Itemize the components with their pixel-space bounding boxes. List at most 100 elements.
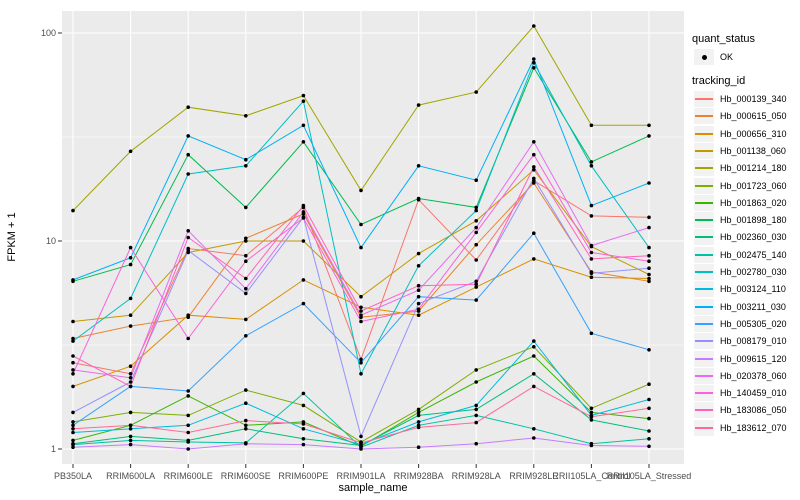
- x-tick-label: RRII105LA_Control: [552, 471, 631, 481]
- data-point: [128, 427, 133, 431]
- data-point: [532, 60, 536, 65]
- data-point: [416, 413, 421, 418]
- data-point: [416, 420, 421, 424]
- data-point: [416, 196, 421, 201]
- legend-entry-label: Hb_000615_050: [720, 111, 787, 122]
- x-tick-label: RRIM600LA: [106, 471, 156, 481]
- data-point: [589, 203, 594, 208]
- data-point: [301, 442, 306, 447]
- data-point: [474, 230, 479, 235]
- legend-entry: Hb_009615_120: [692, 350, 800, 367]
- data-point: [474, 298, 479, 302]
- legend-key-swatch: [694, 367, 714, 384]
- data-point: [474, 368, 479, 372]
- legend-key-swatch: [694, 419, 714, 436]
- legend-line-icon: [695, 271, 713, 273]
- data-point: [416, 307, 421, 312]
- data-point: [244, 286, 248, 291]
- legend-line-icon: [695, 409, 713, 412]
- data-point: [186, 105, 190, 109]
- legend-entry: Hb_003211_030: [692, 298, 800, 315]
- legend-line-icon: [695, 236, 713, 239]
- data-point: [647, 279, 651, 284]
- legend-key-swatch: [694, 177, 714, 194]
- x-tick-label: RRIM901LA: [336, 471, 386, 481]
- data-point: [416, 407, 421, 412]
- legend-line-icon: [695, 253, 713, 256]
- data-point: [474, 225, 479, 230]
- data-point: [532, 181, 536, 185]
- data-point: [71, 354, 75, 358]
- data-point: [244, 427, 248, 431]
- y-tick-label: 10: [45, 236, 56, 246]
- legend-key-swatch: [694, 212, 714, 229]
- data-point: [186, 235, 190, 240]
- legend-entry-label: Hb_140459_010: [720, 388, 787, 399]
- legend-entry: Hb_001898_180: [692, 212, 800, 229]
- data-point: [589, 257, 594, 261]
- legend-entry-ok: OK: [692, 49, 800, 65]
- data-point: [474, 282, 479, 287]
- x-tick-label: PB350LA: [53, 471, 93, 481]
- data-point: [71, 423, 75, 428]
- legend-entry: Hb_002780_030: [692, 264, 800, 280]
- data-point: [359, 360, 363, 365]
- data-point: [647, 406, 651, 411]
- legend-entry-label: Hb_008179_010: [720, 336, 787, 347]
- legend-key-swatch: [694, 125, 714, 142]
- legend-key-swatch: [694, 385, 714, 402]
- legend-entry-label: Hb_001898_180: [720, 215, 787, 226]
- legend-entry: Hb_008179_010: [692, 333, 800, 350]
- legend-entry: Hb_003124_110: [692, 281, 800, 298]
- data-point: [128, 245, 133, 250]
- data-point: [474, 285, 479, 289]
- legend-key-swatch: [694, 298, 714, 315]
- data-point: [474, 208, 479, 213]
- data-point: [474, 90, 479, 94]
- data-point: [416, 288, 421, 293]
- data-point: [186, 447, 190, 451]
- x-axis-title: sample_name: [338, 482, 408, 494]
- x-tick-label: RRIM928LE: [509, 471, 559, 481]
- legend-entry: Hb_001214_180: [692, 160, 800, 177]
- data-point: [532, 140, 536, 144]
- data-point: [532, 24, 536, 28]
- data-point: [416, 164, 421, 168]
- legend-entry-label: Hb_002475_140: [720, 249, 787, 260]
- legend-entry-label: Hb_001863_020: [720, 197, 787, 208]
- data-point: [359, 434, 363, 439]
- legend-line-icon: [695, 305, 713, 308]
- legend-entry: Hb_002475_140: [692, 246, 800, 263]
- data-point: [71, 368, 75, 372]
- data-point: [244, 205, 248, 210]
- legend-title-quant-status: quant_status: [692, 33, 755, 45]
- data-point: [301, 437, 306, 441]
- data-point: [647, 134, 651, 138]
- legend-entry-label: Hb_001214_180: [720, 163, 787, 174]
- data-point: [71, 208, 75, 213]
- data-point: [186, 152, 190, 157]
- legend-line-icon: [695, 322, 713, 325]
- data-point: [359, 372, 363, 376]
- data-point: [474, 178, 479, 182]
- data-point: [186, 313, 190, 318]
- data-point: [301, 93, 306, 98]
- data-point: [244, 291, 248, 296]
- data-point: [301, 123, 306, 128]
- data-point: [186, 134, 190, 138]
- data-point: [244, 317, 248, 322]
- legend-entry-label: Hb_001138_060: [720, 145, 786, 156]
- data-point: [589, 406, 594, 411]
- data-point: [71, 420, 75, 424]
- legend-key-swatch: [694, 315, 714, 332]
- data-point: [589, 410, 594, 415]
- data-point: [186, 423, 190, 428]
- data-point: [244, 259, 248, 264]
- data-point: [301, 403, 306, 408]
- data-point: [589, 271, 594, 276]
- data-point: [301, 427, 306, 431]
- legend-key-ok: [694, 49, 714, 65]
- data-point: [128, 255, 133, 260]
- data-point: [474, 380, 479, 384]
- data-point: [647, 444, 651, 449]
